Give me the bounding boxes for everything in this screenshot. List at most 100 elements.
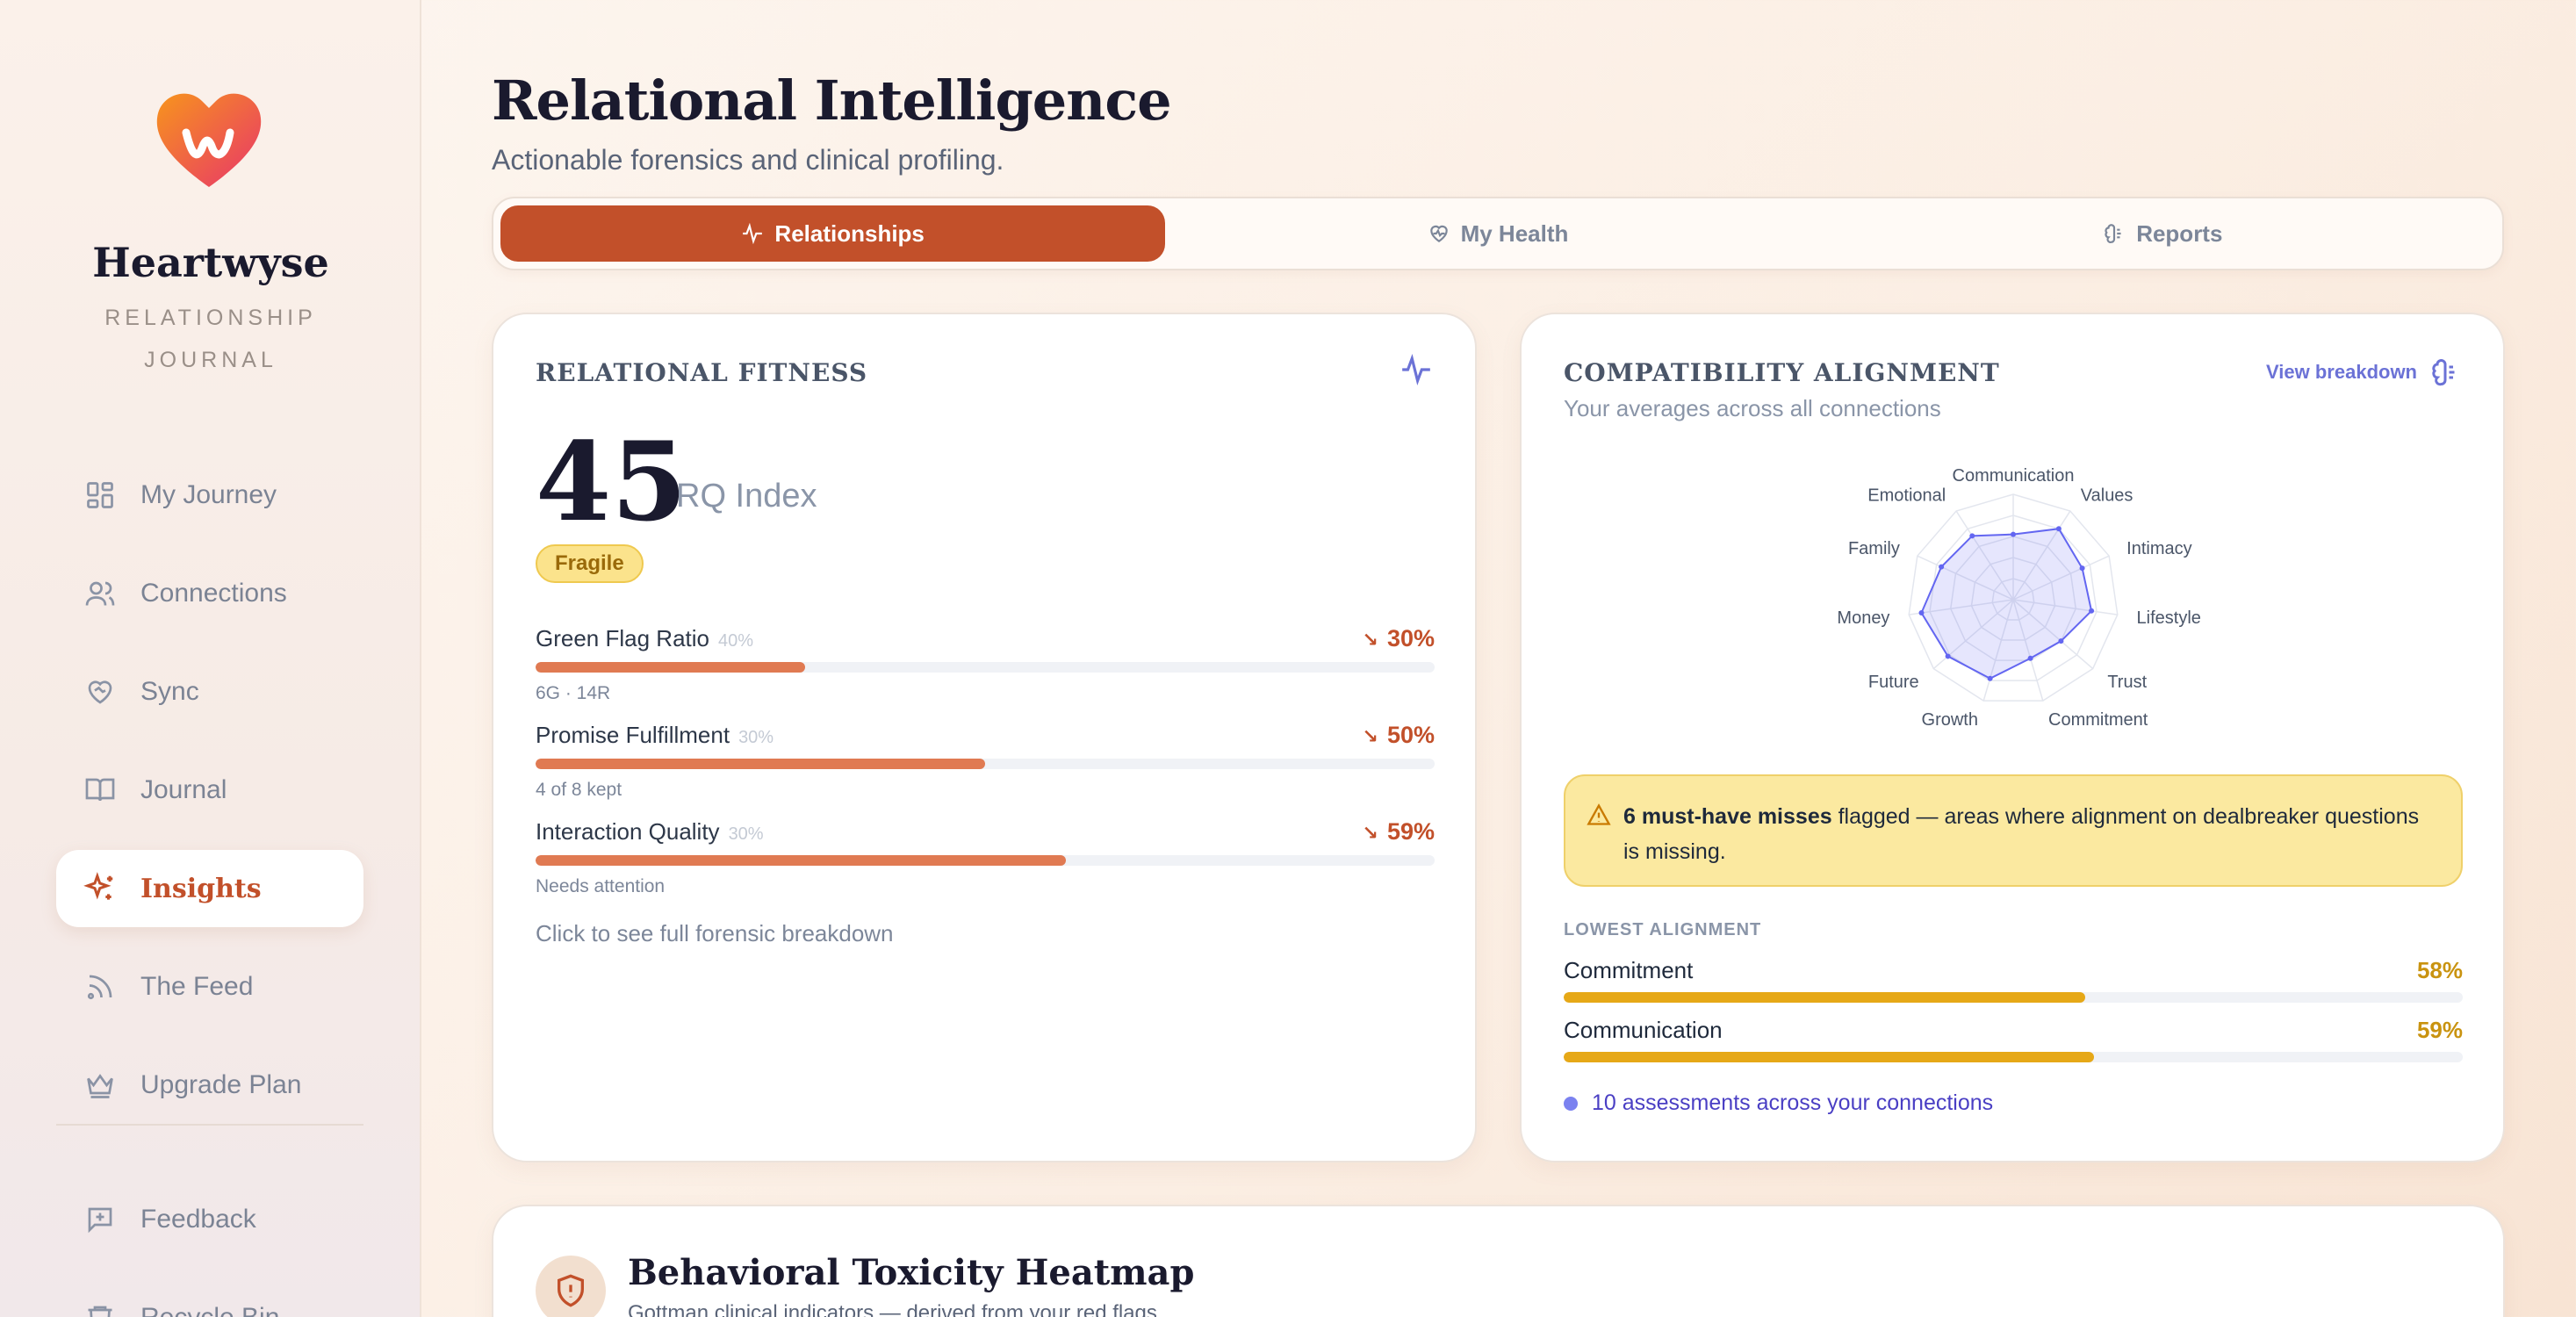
- radar-axis-label: Emotional: [1867, 486, 1946, 506]
- nav-label: Journal: [140, 775, 227, 804]
- nav-item-insights[interactable]: Insights: [56, 850, 363, 927]
- card-title: COMPATIBILITY ALIGNMENT: [1564, 358, 2000, 387]
- radar-axis-label: Commitment: [2048, 710, 2148, 730]
- tab-relationships[interactable]: Relationships: [500, 205, 1166, 262]
- metric-name: Promise Fulfillment: [536, 722, 730, 748]
- tab-reports[interactable]: Reports: [1831, 205, 2495, 262]
- must-have-alert: 6 must-have misses flagged — areas where…: [1564, 774, 2463, 887]
- view-breakdown-label: View breakdown: [2266, 361, 2417, 383]
- toxicity-heatmap-card: Behavioral Toxicity Heatmap Gottman clin…: [492, 1205, 2505, 1317]
- brain-icon: [2429, 356, 2461, 388]
- alignment-fill: [1564, 992, 2085, 1003]
- nav-item-my-journey[interactable]: My Journey: [56, 457, 363, 534]
- nav-item-the-feed[interactable]: The Feed: [56, 948, 363, 1026]
- radar-point: [1945, 653, 1951, 659]
- nav-item-upgrade-plan[interactable]: Upgrade Plan: [56, 1047, 363, 1124]
- radar-point: [1969, 533, 1975, 539]
- nav-label: Feedback: [140, 1205, 256, 1234]
- tab-label: Reports: [2136, 220, 2223, 247]
- compatibility-radar-chart: Communication Values Intimacy Lifestyle Trus…: [1837, 466, 2201, 730]
- radar-point: [1987, 675, 1993, 681]
- brand-tagline: RELATIONSHIP JOURNAL: [104, 306, 317, 372]
- tab-my-health[interactable]: My Health: [1165, 205, 1830, 262]
- radar-point: [1918, 610, 1925, 616]
- radar-grid-ring: [1929, 515, 2097, 681]
- users-icon: [83, 576, 118, 611]
- relational-fitness-card[interactable]: RELATIONAL FITNESS 45 RQ Index Fragile G…: [492, 313, 1477, 1162]
- radar-spoke: [2012, 599, 2094, 670]
- radar-point: [2011, 531, 2016, 537]
- arrow-down-right-icon: ↘: [1362, 725, 1378, 747]
- compatibility-alignment-card: COMPATIBILITY ALIGNMENT Your averages ac…: [1520, 313, 2505, 1162]
- radar-axis-label: Future: [1868, 673, 1919, 692]
- radar-grid-ring: [1991, 578, 2035, 621]
- nav-label: My Journey: [140, 480, 277, 509]
- metric-name: Green Flag Ratio: [536, 625, 709, 651]
- metric-weight: 30%: [728, 824, 764, 844]
- shield-alert-icon: [536, 1256, 606, 1317]
- radar-area: [1918, 526, 2095, 681]
- radar-axis-label: Lifestyle: [2137, 608, 2201, 628]
- radar-grid-ring: [1908, 493, 2119, 702]
- rq-label: RQ Index: [676, 478, 817, 515]
- radar-grid-ring: [1970, 557, 2056, 641]
- progress-track: [536, 855, 1435, 866]
- message-plus-icon: [83, 1202, 118, 1237]
- metric-value: ↘ 50%: [1362, 722, 1435, 748]
- alignment-row-communication: Communication 59%: [1564, 1017, 2463, 1062]
- radar-spoke: [2012, 599, 2118, 615]
- lowest-alignment-heading: LOWEST ALIGNMENT: [1564, 920, 1762, 939]
- status-dot: [1564, 1096, 1578, 1111]
- metric-promise-fulfillment: Promise Fulfillment 30% ↘ 50% 4 of 8 kept: [536, 722, 1435, 800]
- view-breakdown-link[interactable]: View breakdown: [2266, 356, 2461, 388]
- nav-item-connections[interactable]: Connections: [56, 555, 363, 632]
- card-subtitle: Your averages across all connections: [1564, 395, 1941, 421]
- heatmap-title: Behavioral Toxicity Heatmap: [628, 1252, 1195, 1293]
- tab-label: Relationships: [774, 220, 925, 247]
- trash-icon: [83, 1300, 118, 1317]
- nav-label: Upgrade Plan: [140, 1070, 302, 1099]
- radar-spoke: [2012, 510, 2071, 601]
- crown-icon: [83, 1068, 118, 1103]
- secondary-nav: Feedback Recycle Bin: [56, 1181, 363, 1317]
- warning-icon: [1587, 802, 1611, 838]
- alignment-fill: [1564, 1052, 2095, 1062]
- progress-fill: [536, 662, 806, 673]
- radar-spoke: [2012, 599, 2044, 702]
- tab-bar: Relationships My Health Reports: [492, 197, 2504, 270]
- rss-icon: [83, 969, 118, 1004]
- grid-icon: [83, 478, 118, 513]
- radar-point: [2055, 526, 2062, 532]
- activity-icon: [1400, 353, 1433, 391]
- radar-axis-label: Growth: [1922, 710, 1978, 730]
- nav-item-journal[interactable]: Journal: [56, 752, 363, 829]
- nav-item-sync[interactable]: Sync: [56, 653, 363, 730]
- page-title: Relational Intelligence: [492, 68, 1172, 133]
- metric-weight: 40%: [717, 631, 754, 651]
- heart-pulse-icon: [1428, 222, 1450, 245]
- nav-item-recycle-bin[interactable]: Recycle Bin: [56, 1279, 363, 1317]
- radar-labels: Communication Values Intimacy Lifestyle Trus…: [1837, 466, 2201, 730]
- radar-point: [2089, 608, 2095, 614]
- metric-note: Needs attention: [536, 876, 666, 896]
- nav-label: Recycle Bin: [140, 1303, 279, 1317]
- progress-track: [536, 662, 1435, 673]
- activity-icon: [741, 222, 764, 245]
- heart-handshake-icon: [83, 674, 118, 709]
- alignment-name: Communication: [1564, 1017, 1723, 1043]
- radar-axis-label: Trust: [2107, 673, 2147, 692]
- heartwyse-logo[interactable]: [149, 83, 269, 198]
- alignment-track: [1564, 1052, 2463, 1062]
- nav-item-feedback[interactable]: Feedback: [56, 1181, 363, 1258]
- nav-label: Connections: [140, 579, 287, 608]
- progress-fill: [536, 855, 1067, 866]
- metric-name: Interaction Quality: [536, 818, 720, 845]
- alignment-row-commitment: Commitment 58%: [1564, 957, 2463, 1003]
- metric-value: ↘ 30%: [1362, 625, 1435, 651]
- assessments-link[interactable]: 10 assessments across your connections: [1564, 1090, 1993, 1116]
- radar-point: [2058, 638, 2064, 644]
- radar-axis-label: Values: [2081, 486, 2133, 506]
- sidebar: Heartwyse RELATIONSHIP JOURNAL My Journe…: [0, 0, 421, 1317]
- forensic-breakdown-link[interactable]: Click to see full forensic breakdown: [536, 920, 894, 946]
- status-badge: Fragile: [536, 544, 644, 583]
